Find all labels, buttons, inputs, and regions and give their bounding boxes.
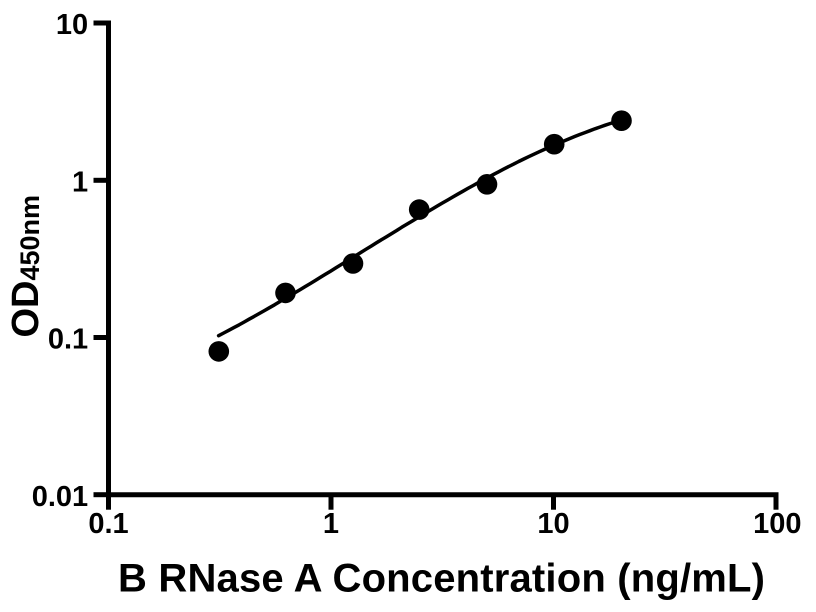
svg-text:0.1: 0.1: [48, 324, 88, 356]
svg-text:0.1: 0.1: [88, 508, 128, 540]
svg-text:100: 100: [753, 508, 801, 540]
svg-text:1: 1: [72, 166, 88, 198]
svg-text:1: 1: [323, 508, 339, 540]
svg-text:B RNase A Concentration (ng/mL: B RNase A Concentration (ng/mL): [118, 557, 765, 601]
svg-text:10: 10: [56, 9, 88, 41]
svg-text:0.01: 0.01: [32, 481, 88, 513]
svg-text:10: 10: [537, 508, 569, 540]
